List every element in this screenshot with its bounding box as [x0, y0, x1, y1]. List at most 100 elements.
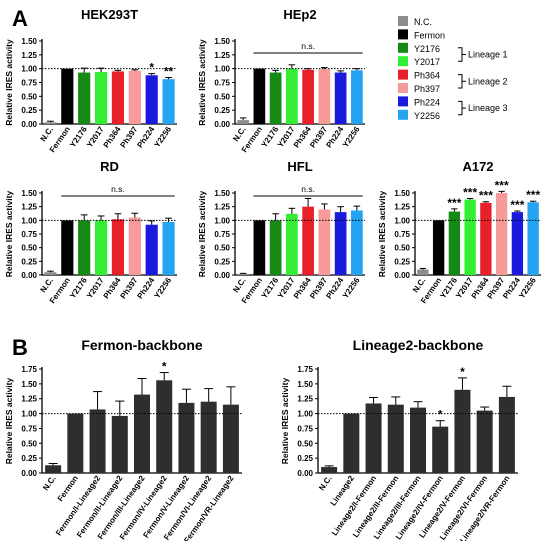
legend-swatch	[398, 109, 408, 120]
legend-label: Y2256	[414, 111, 440, 121]
bar	[286, 68, 298, 124]
bar	[94, 71, 108, 124]
legend: N.C. Fermon Y2176 Y2017 Ph364 Ph397 Ph224 Y2256…	[398, 16, 508, 121]
bar	[448, 211, 461, 275]
y-tick-label: 0.50	[214, 92, 230, 101]
bar	[351, 210, 363, 275]
y-axis-label: Relative IRES activity	[4, 39, 14, 126]
bar	[286, 213, 298, 275]
bar	[237, 120, 249, 124]
bar	[237, 273, 249, 275]
legend-bracket	[458, 47, 463, 62]
x-tick-label: N.C.	[317, 474, 334, 492]
chart-fermon-backbone: Fermon-backbone Relative IRES activity 0.0…	[4, 337, 242, 541]
significance-star: ***	[526, 188, 540, 202]
bar	[476, 410, 493, 473]
bar	[480, 202, 492, 275]
legend-swatch	[398, 56, 408, 67]
bar	[334, 72, 347, 124]
y-tick-label: 1.50	[297, 380, 313, 389]
x-tick-label: Y2256	[341, 276, 362, 301]
bar	[61, 68, 74, 124]
y-tick-label: 1.00	[21, 410, 37, 419]
y-tick-label: 0.00	[21, 271, 37, 280]
bar	[253, 220, 266, 275]
bar	[145, 224, 158, 275]
y-tick-label: 0.75	[214, 230, 230, 239]
bar	[343, 413, 360, 473]
y-tick-label: 0.50	[214, 244, 230, 253]
chart-title: HFL	[287, 159, 312, 174]
legend-label: Y2176	[414, 44, 440, 54]
y-tick-label: 1.00	[214, 216, 230, 225]
y-tick-label: 1.50	[394, 189, 410, 198]
legend-group-label: Lineage 3	[468, 103, 508, 113]
bar	[498, 396, 515, 473]
legend-label: Ph397	[414, 84, 440, 94]
y-tick-label: 1.50	[214, 37, 230, 46]
y-tick-label: 0.25	[214, 106, 230, 115]
bar	[511, 212, 524, 275]
y-axis-label: Relative IRES activity	[197, 39, 207, 126]
bar	[432, 220, 445, 275]
chart-title: HEK293T	[81, 7, 138, 22]
legend-label: Fermon	[414, 30, 445, 40]
y-tick-label: 1.25	[214, 51, 230, 60]
bar	[351, 70, 363, 124]
bar	[253, 68, 266, 124]
y-tick-label: 0.00	[21, 120, 37, 129]
chart-title: Lineage2-backbone	[353, 337, 484, 353]
bar	[44, 272, 57, 275]
chart-hep2: HEp2 Relative IRES activity 0.00 0.25 0.50 0.…	[197, 7, 365, 154]
legend-swatch	[398, 42, 408, 53]
bar	[527, 202, 539, 275]
panel-label-b: B	[12, 335, 28, 360]
y-tick-label: 1.00	[297, 410, 313, 419]
y-tick-label: 0.50	[394, 244, 410, 253]
y-tick-label: 1.25	[214, 203, 230, 212]
y-tick-label: 0.75	[297, 424, 313, 433]
ns-label: n.s.	[111, 184, 125, 194]
chart-hfl: HFL Relative IRES activity 0.00 0.25 0.50 0.7…	[197, 159, 365, 305]
bar	[134, 394, 150, 473]
y-tick-label: 0.00	[21, 469, 37, 478]
legend-swatch	[398, 16, 408, 26]
bar	[61, 220, 74, 275]
bar	[178, 402, 195, 473]
bar	[269, 72, 282, 124]
y-tick-label: 0.75	[21, 424, 37, 433]
y-tick-label: 0.00	[297, 469, 313, 478]
y-tick-label: 1.00	[21, 216, 37, 225]
y-tick-label: 0.00	[214, 120, 230, 129]
y-tick-label: 0.50	[21, 439, 37, 448]
y-tick-label: 0.50	[21, 244, 37, 253]
y-tick-label: 1.25	[21, 395, 37, 404]
panel-label-a: A	[12, 6, 28, 31]
bar	[334, 212, 347, 275]
legend-swatch	[398, 29, 408, 40]
y-tick-label: 0.25	[21, 106, 37, 115]
y-tick-label: 0.25	[214, 257, 230, 266]
legend-bracket	[458, 74, 463, 89]
legend-swatch	[398, 69, 408, 80]
chart-lineage2-backbone: Lineage2-backbone Relative IRES activity 0…	[280, 337, 518, 541]
chart-hek293t: HEK293T Relative IRES activity 0.00 0.25 0.5…	[4, 7, 177, 154]
y-tick-label: 1.25	[297, 395, 313, 404]
chart-title: A172	[462, 159, 493, 174]
significance-star: *	[438, 408, 443, 422]
bar	[44, 122, 57, 124]
y-tick-label: 0.75	[394, 230, 410, 239]
y-tick-label: 1.50	[214, 189, 230, 198]
bar	[464, 199, 476, 275]
y-tick-label: 1.25	[21, 203, 37, 212]
bar	[78, 72, 91, 124]
significance-star: *	[460, 365, 465, 379]
y-tick-label: 0.25	[21, 454, 37, 463]
chart-a172: A172 Relative IRES activity 0.00 0.25 0.50 0.…	[377, 159, 541, 305]
bar	[162, 79, 175, 124]
legend-label: N.C.	[414, 17, 432, 27]
bar	[128, 217, 141, 275]
bar	[318, 69, 331, 124]
bar	[454, 389, 471, 473]
